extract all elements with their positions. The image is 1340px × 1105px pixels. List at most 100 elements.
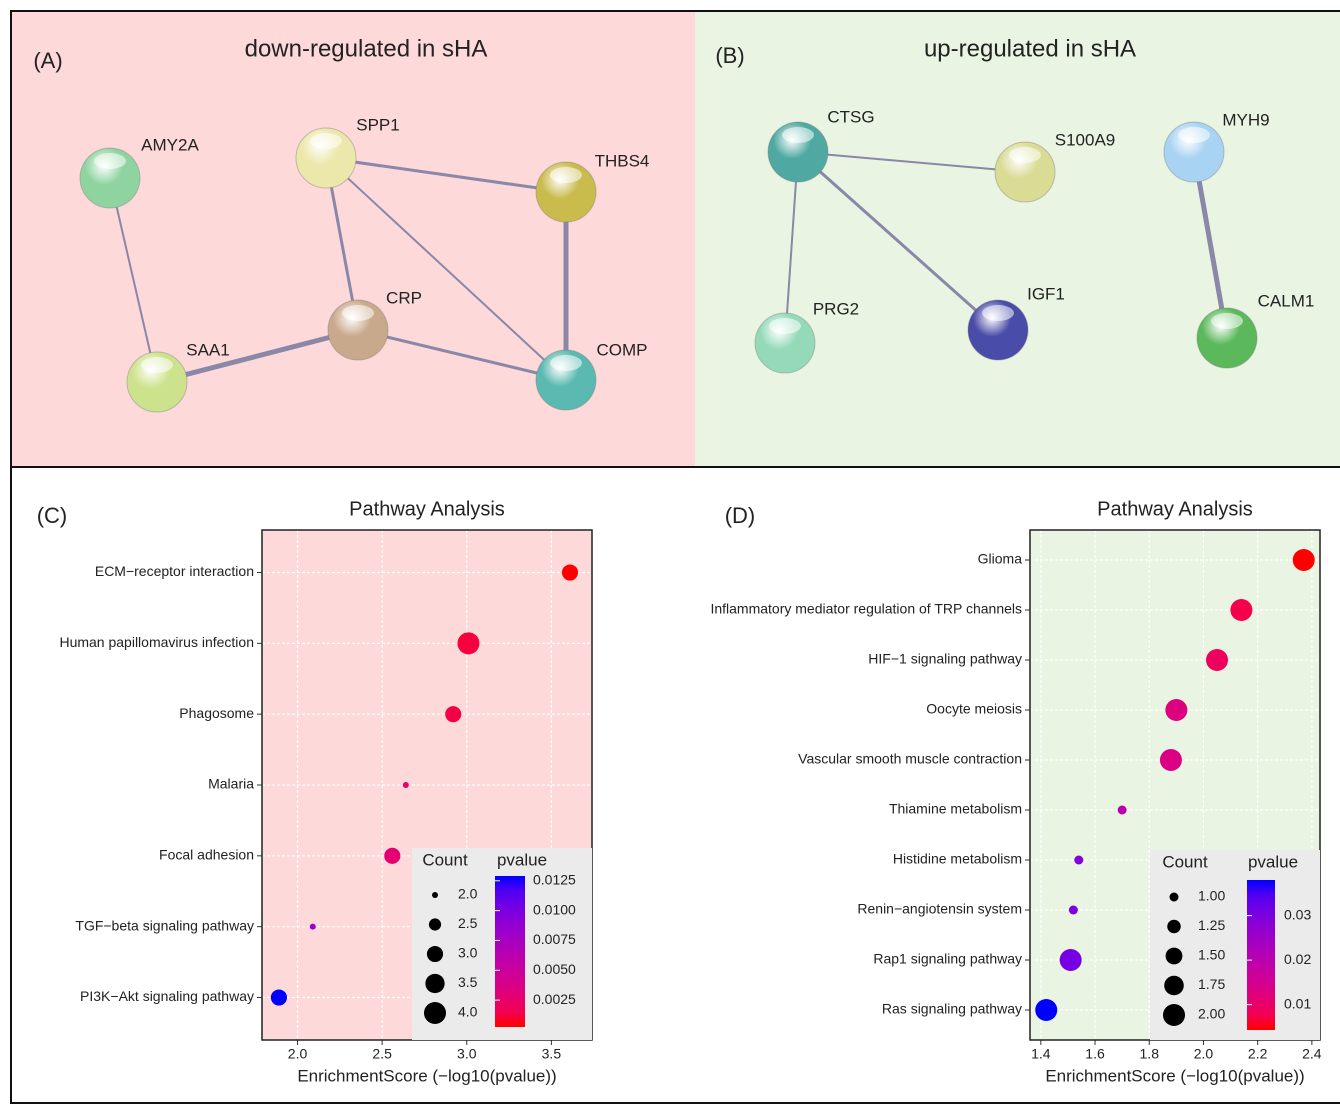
y-tick-label: Thiamine metabolism xyxy=(889,801,1022,817)
node-highlight xyxy=(782,127,814,143)
y-tick-label: TGF−beta signaling pathway xyxy=(75,917,254,933)
size-key-label: 1.25 xyxy=(1198,917,1225,933)
y-tick-label: PI3K−Akt signaling pathway xyxy=(80,988,254,1004)
edge xyxy=(1191,151,1230,339)
chart-title: Pathway Analysis xyxy=(1097,498,1253,520)
bubble xyxy=(1059,949,1082,971)
colorbar xyxy=(1247,880,1275,1030)
panel-label: (D) xyxy=(725,503,756,528)
edge xyxy=(797,150,999,332)
size-key xyxy=(1165,947,1183,965)
size-key xyxy=(424,1002,446,1024)
size-key xyxy=(1167,919,1181,934)
x-tick-label: 3.5 xyxy=(542,1046,562,1062)
node-label: IGF1 xyxy=(1027,284,1065,303)
x-tick-label: 1.6 xyxy=(1085,1046,1105,1062)
bubble xyxy=(1068,905,1078,915)
colorbar-tick-label: 0.03 xyxy=(1284,906,1311,922)
size-key-label: 3.5 xyxy=(458,974,478,990)
bubble xyxy=(1206,649,1229,671)
node-label: SAA1 xyxy=(186,340,229,359)
y-tick-label: HIF−1 signaling pathway xyxy=(868,651,1022,667)
node-highlight xyxy=(1211,313,1243,329)
panel-label: (A) xyxy=(33,48,62,73)
colorbar-tick-label: 0.0100 xyxy=(533,901,576,917)
node-label: AMY2A xyxy=(141,135,199,154)
size-key xyxy=(432,892,438,898)
bubble xyxy=(384,847,401,864)
edge xyxy=(156,327,359,385)
x-tick-label: 3.0 xyxy=(457,1046,477,1062)
x-tick-label: 2.5 xyxy=(372,1046,392,1062)
size-key-label: 1.50 xyxy=(1198,947,1225,963)
node-highlight xyxy=(342,305,374,321)
edge xyxy=(325,156,567,194)
node-label: THBS4 xyxy=(595,151,650,170)
network-title: up-regulated in sHA xyxy=(924,35,1136,62)
bubble xyxy=(402,782,409,788)
panel-b-background xyxy=(695,10,1340,467)
x-tick-label: 1.8 xyxy=(1140,1046,1160,1062)
bubble xyxy=(1292,549,1315,571)
bubble xyxy=(445,706,462,723)
node-label: PRG2 xyxy=(813,299,859,318)
bubble xyxy=(309,923,316,930)
bubble xyxy=(1074,855,1084,865)
node-label: CTSG xyxy=(827,107,874,126)
bubble xyxy=(457,632,480,655)
x-tick-label: 2.4 xyxy=(1302,1046,1322,1062)
size-key-label: 1.75 xyxy=(1198,976,1225,992)
size-key xyxy=(428,918,442,931)
node-highlight xyxy=(310,133,342,149)
y-tick-label: Renin−angiotensin system xyxy=(857,901,1022,917)
y-tick-label: Malaria xyxy=(208,776,254,792)
bubble xyxy=(1165,699,1188,721)
y-tick-label: ECM−receptor interaction xyxy=(95,563,254,579)
size-key xyxy=(426,945,444,963)
edge xyxy=(357,328,567,382)
legend-title: pvalue xyxy=(1248,852,1298,871)
y-tick-label: Inflammatory mediator regulation of TRP … xyxy=(710,601,1022,617)
x-tick-label: 2.2 xyxy=(1248,1046,1268,1062)
size-key-label: 3.0 xyxy=(458,945,478,961)
colorbar-tick-label: 0.02 xyxy=(1284,951,1311,967)
colorbar-tick-label: 0.0025 xyxy=(533,991,576,1007)
node-label: CRP xyxy=(386,288,422,307)
bubble xyxy=(1230,599,1253,621)
size-key-label: 2.00 xyxy=(1198,1006,1225,1022)
node-label: S100A9 xyxy=(1055,130,1116,149)
size-key-label: 4.0 xyxy=(458,1004,478,1020)
size-key xyxy=(1169,892,1179,902)
bubble xyxy=(1117,805,1127,815)
y-tick-label: Histidine metabolism xyxy=(893,851,1022,867)
node-highlight xyxy=(141,357,173,373)
figure-border xyxy=(10,10,1340,1104)
y-tick-label: Vascular smooth muscle contraction xyxy=(798,751,1022,767)
y-tick-label: Rap1 signaling pathway xyxy=(873,951,1022,967)
node-highlight xyxy=(550,355,582,371)
bubble xyxy=(270,989,287,1006)
legend-title: Count xyxy=(1162,852,1208,871)
panel-label: (C) xyxy=(37,503,68,528)
node-highlight xyxy=(550,167,582,183)
y-tick-label: Oocyte meiosis xyxy=(926,701,1022,717)
node-label: MYH9 xyxy=(1222,110,1269,129)
colorbar-tick-label: 0.0125 xyxy=(533,871,576,887)
edge xyxy=(109,177,158,383)
x-tick-label: 2.0 xyxy=(288,1046,308,1062)
size-key-label: 1.00 xyxy=(1198,888,1225,904)
x-tick-label: 2.0 xyxy=(1194,1046,1214,1062)
panel-a-background xyxy=(10,10,695,467)
size-key xyxy=(1164,975,1184,996)
node-label: SPP1 xyxy=(356,115,399,134)
edge xyxy=(325,157,567,381)
panel-label: (B) xyxy=(715,43,744,68)
node-label: CALM1 xyxy=(1258,291,1315,310)
size-key-label: 2.5 xyxy=(458,915,478,931)
edge xyxy=(784,151,799,344)
colorbar-tick-label: 0.01 xyxy=(1284,995,1311,1011)
size-key xyxy=(1163,1004,1185,1026)
bubble xyxy=(561,564,579,581)
colorbar-tick-label: 0.0075 xyxy=(533,931,576,947)
